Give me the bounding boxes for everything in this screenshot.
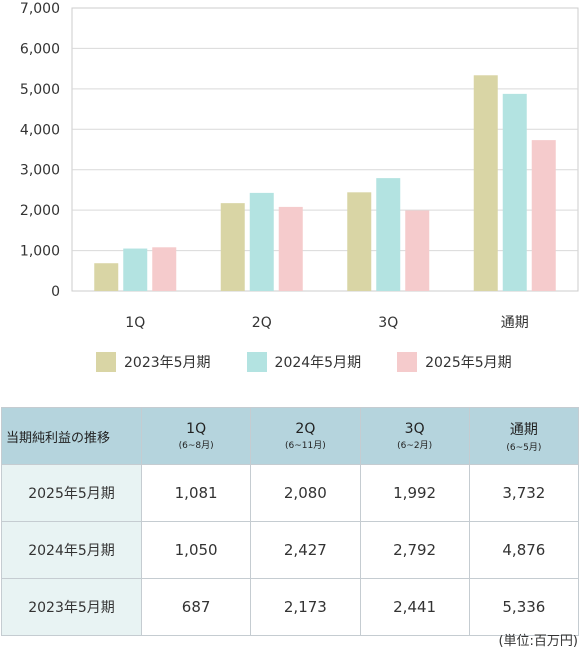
legend-item-2023: 2023年5月期 [96, 352, 211, 372]
legend-label-2025: 2025年5月期 [425, 355, 512, 371]
table-cell: 2,173 [250, 578, 361, 636]
table-cell: 3,732 [468, 464, 580, 522]
net-income-table: 当期純利益の推移 1Q (6~8月) 2Q (6~11月) 3Q (6~2月) … [1, 407, 580, 636]
column-header-3q: 3Q (6~2月) [359, 407, 470, 465]
table-cell: 687 [140, 578, 252, 636]
bar [531, 140, 556, 291]
bar [123, 248, 148, 291]
column-label-2q: 2Q [295, 421, 316, 437]
y-tick-label: 1,000 [20, 244, 60, 260]
legend-label-2023: 2023年5月期 [124, 355, 211, 371]
x-tick-label: 3Q [378, 315, 398, 331]
table-cell: 1,992 [359, 464, 470, 522]
column-period-2q: (6~11月) [285, 441, 326, 451]
table-row: 2025年5月期 1,081 2,080 1,992 3,732 [1, 464, 580, 522]
x-tick-label: 通期 [501, 315, 529, 331]
column-header-2q: 2Q (6~11月) [250, 407, 361, 465]
net-income-bar-chart: 0 1,000 2,000 3,000 4,000 5,000 6,000 7,000 1Q 2Q… [20, 1, 579, 331]
column-label-3q: 3Q [404, 421, 425, 437]
bar [220, 203, 245, 291]
y-tick-label: 6,000 [20, 41, 60, 57]
x-tick-label: 2Q [252, 315, 272, 331]
column-period-3q: (6~2月) [397, 441, 433, 451]
bar [376, 178, 401, 291]
row-label: 2023年5月期 [1, 578, 142, 636]
table-cell: 5,336 [468, 578, 580, 636]
row-label: 2024年5月期 [1, 521, 142, 579]
bar [249, 192, 274, 291]
bar [405, 210, 430, 291]
table-cell: 2,427 [250, 521, 361, 579]
table-header-row: 当期純利益の推移 1Q (6~8月) 2Q (6~11月) 3Q (6~2月) … [1, 407, 580, 465]
column-label-full-year: 通期 [509, 422, 538, 438]
chart-legend: 2023年5月期 2024年5月期 2025年5月期 [96, 352, 512, 372]
column-header-1q: 1Q (6~8月) [140, 407, 252, 465]
column-period-full-year: (6~5月) [506, 443, 542, 453]
table-cell: 4,876 [468, 521, 580, 579]
legend-item-2024: 2024年5月期 [246, 352, 362, 372]
bar [473, 75, 498, 292]
table-corner-title: 当期純利益の推移 [1, 407, 142, 465]
bar [347, 192, 372, 291]
table-cell: 1,050 [140, 521, 252, 579]
bar [152, 247, 177, 291]
table-row: 2024年5月期 1,050 2,427 2,792 4,876 [1, 521, 580, 579]
column-label-1q: 1Q [186, 421, 207, 437]
legend-swatch-2024 [246, 352, 267, 372]
x-tick-label: 1Q [125, 315, 145, 331]
y-tick-label: 0 [51, 284, 60, 300]
y-tick-label: 2,000 [20, 203, 60, 219]
table-row: 2023年5月期 687 2,173 2,441 5,336 [1, 578, 580, 636]
column-header-full-year: 通期 (6~5月) [468, 407, 580, 465]
row-label: 2025年5月期 [1, 464, 142, 522]
legend-item-2025: 2025年5月期 [397, 352, 512, 372]
table-cell: 2,441 [359, 578, 470, 636]
legend-swatch-2025 [397, 352, 418, 372]
legend-swatch-2023 [96, 352, 116, 372]
bar [278, 206, 303, 291]
y-tick-label: 7,000 [20, 1, 60, 17]
table-cell: 2,792 [359, 521, 470, 579]
legend-label-2024: 2024年5月期 [274, 355, 362, 371]
y-tick-label: 4,000 [20, 122, 60, 138]
table-cell: 1,081 [140, 464, 252, 522]
y-tick-label: 3,000 [20, 163, 60, 179]
bar [502, 93, 527, 291]
table-cell: 2,080 [250, 464, 361, 522]
plot-frame [71, 7, 579, 292]
y-tick-label: 5,000 [20, 82, 60, 98]
bar [94, 263, 119, 291]
column-period-1q: (6~8月) [178, 441, 214, 451]
unit-note: (単位:百万円) [498, 634, 578, 649]
